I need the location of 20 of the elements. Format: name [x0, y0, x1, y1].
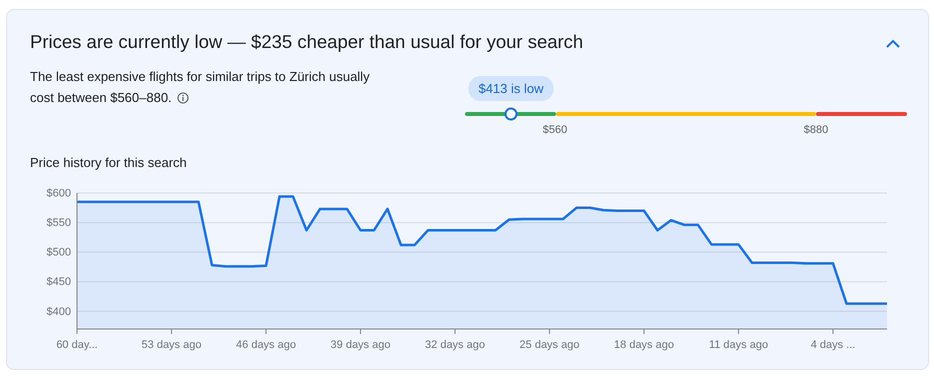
text: Prices are currently low — $235 cheaper than usual for your search [30, 31, 584, 52]
x-tick-label: 4 days ... [810, 338, 856, 351]
y-tick-label: $500 [46, 246, 71, 259]
x-tick-label: 25 days ago [520, 338, 580, 351]
y-tick-label: $400 [46, 306, 71, 318]
x-tick-label: 39 days ago [330, 338, 390, 351]
x-tick-label: 46 days ago [236, 338, 296, 351]
x-tick-label: 18 days ago [614, 338, 674, 351]
x-tick-label: 32 days ago [425, 338, 485, 351]
text: $413 is low [478, 81, 544, 96]
y-tick-label: $450 [46, 276, 71, 288]
text: $880 [804, 124, 828, 136]
x-tick-label: 60 day... [56, 338, 98, 351]
y-tick-label: $550 [46, 217, 71, 230]
x-tick-label: 11 days ago [708, 338, 768, 351]
chart-title: Price history for this search [30, 155, 187, 170]
text: The least expensive flights for similar trips to Zürich usually cost between $560–880. [30, 69, 370, 105]
text: $560 [542, 124, 568, 136]
x-tick-label: 53 days ago [142, 338, 202, 351]
y-tick-label: $600 [46, 188, 71, 200]
